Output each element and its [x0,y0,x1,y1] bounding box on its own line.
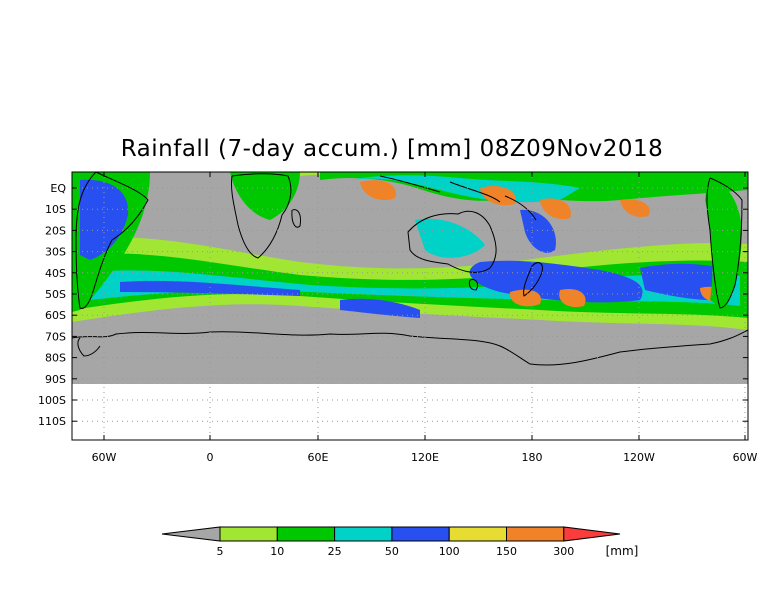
lon-label: 0 [207,451,214,464]
map-title: Rainfall (7-day accum.) [mm] 08Z09Nov201… [120,136,664,162]
colorbar-bin-1 [276,526,336,542]
lon-label: 180 [522,451,543,464]
colorbar-tick-label: 10 [270,545,284,558]
latitude-axis: EQ 10S 20S 30S 40S 50S 60S 70S 80S 90S 100S 110S [38,182,748,428]
colorbar-under-triangle [161,526,221,542]
coast-new-zealand [523,262,543,297]
coast-maritime-continent [379,175,537,221]
coast-south-america-east [706,177,743,309]
colorbar-legend: 5 10 25 50 100 150 300 [mm] [161,526,639,558]
colorbar-tick-label: 300 [553,545,574,558]
lat-label: 110S [38,415,66,428]
rainfall-pattern [72,172,748,330]
colorbar-bin-5 [506,526,565,542]
lat-label: 50S [45,288,66,301]
lon-label: 120E [411,451,439,464]
coast-south-america [75,171,149,309]
colorbar-tick-label: 100 [439,545,460,558]
lat-label: 70S [45,330,66,343]
coast-madagascar [291,209,301,228]
colorbar-tick-label: 25 [328,545,342,558]
colorbar-tick-label: 50 [385,545,399,558]
colorbar-bin-3 [391,526,450,542]
lat-label: 90S [45,373,66,386]
coast-antarctica [71,329,749,366]
colorbar-bin-2 [334,526,393,542]
outside-domain-area [72,384,748,440]
lat-label: 20S [45,224,66,237]
colorbar-unit-label: [mm] [606,544,639,558]
colorbar-over-triangle [563,526,621,542]
coast-africa [231,173,292,259]
lon-label: 60W [92,451,117,464]
lon-label: 60W [733,451,758,464]
coast-tasmania [468,279,479,291]
colorbar-bin-0 [219,526,278,542]
lat-label: EQ [50,182,66,195]
lat-label: 100S [38,394,66,407]
map-frame [71,171,749,441]
lon-label: 120W [623,451,655,464]
colorbar-tick-label: 5 [217,545,224,558]
lon-label: 60E [308,451,329,464]
lat-label: 40S [45,267,66,280]
coast-australia [407,210,497,273]
lat-label: 10S [45,203,66,216]
lat-label: 30S [45,246,66,259]
coastlines [71,171,749,366]
colorbar-tick-label: 150 [496,545,517,558]
longitude-axis: 60W 0 60E 120E 180 120W 60W [92,172,758,464]
lat-label: 80S [45,352,66,365]
lat-label: 60S [45,309,66,322]
colorbar-bin-4 [448,526,508,542]
